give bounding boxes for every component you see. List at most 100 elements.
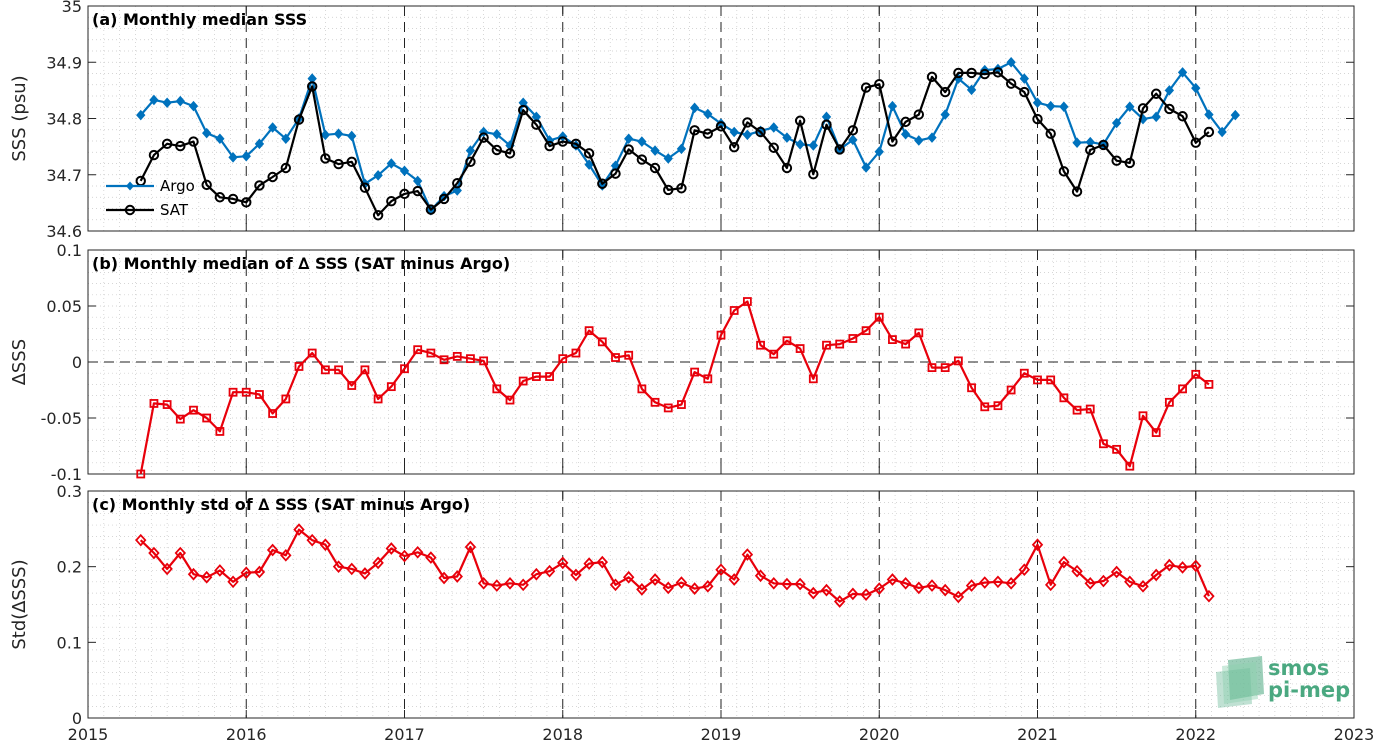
data-point-marker <box>980 402 990 412</box>
y-tick-label: 0.3 <box>57 482 82 501</box>
data-point-marker <box>1163 558 1176 572</box>
data-point-marker <box>477 576 490 590</box>
logo-mark <box>1228 656 1264 700</box>
data-point-marker <box>650 397 660 407</box>
data-point-marker <box>254 138 265 150</box>
data-point-marker <box>175 140 186 152</box>
series-delta <box>135 523 1215 608</box>
data-point-marker <box>596 555 609 569</box>
data-point-marker <box>281 133 291 145</box>
data-point-marker <box>227 193 239 205</box>
data-point-marker <box>967 383 976 393</box>
data-point-marker <box>953 67 964 79</box>
data-point-marker <box>241 150 251 162</box>
data-point-marker <box>1164 85 1175 96</box>
data-point-marker <box>781 162 793 174</box>
data-point-marker <box>1137 579 1149 593</box>
data-point-marker <box>702 128 714 139</box>
data-point-marker <box>149 94 159 106</box>
data-point-marker <box>1204 109 1214 120</box>
data-point-marker <box>847 125 859 136</box>
data-point-marker <box>860 588 872 602</box>
data-point-marker <box>517 578 529 592</box>
data-point-marker <box>253 565 266 579</box>
y-axis-label: SSS (psu) <box>9 75 30 161</box>
data-point-marker <box>1164 397 1174 407</box>
data-point-marker <box>887 100 898 112</box>
data-point-marker <box>451 570 463 583</box>
data-point-marker <box>663 403 673 413</box>
data-point-marker <box>741 548 754 561</box>
data-point-marker <box>306 81 318 92</box>
data-point-marker <box>822 340 831 350</box>
data-point-marker <box>465 156 476 168</box>
data-point-marker <box>267 122 278 133</box>
data-point-marker <box>649 573 661 586</box>
data-point-marker <box>663 184 674 196</box>
data-point-marker <box>623 144 634 155</box>
data-point-marker <box>439 355 449 365</box>
data-point-marker <box>754 569 767 583</box>
data-point-marker <box>979 576 991 589</box>
data-point-marker <box>861 326 871 336</box>
data-point-marker <box>583 557 595 570</box>
panel-a-sss-median: 34.6 34.7 34.8 34.9 35 SSS (psu) (a) Monthly m… <box>9 0 1355 241</box>
data-point-marker <box>543 564 556 578</box>
y-tick-label: 34.6 <box>46 222 82 241</box>
data-point-marker <box>1230 109 1240 121</box>
data-point-marker <box>795 344 805 353</box>
data-point-marker <box>1019 368 1029 378</box>
data-point-marker <box>135 533 147 547</box>
data-point-marker <box>1190 137 1201 148</box>
data-point-marker <box>161 562 173 576</box>
data-point-marker <box>927 363 937 373</box>
data-point-marker <box>861 162 871 173</box>
data-point-marker <box>347 130 357 142</box>
data-point-marker <box>781 577 793 591</box>
data-point-marker <box>189 405 198 415</box>
data-point-marker <box>505 395 515 405</box>
data-point-marker <box>952 590 965 604</box>
data-point-marker <box>214 192 226 203</box>
legend: Argo SAT <box>106 177 195 219</box>
data-point-marker <box>1006 56 1016 68</box>
data-point-marker <box>320 365 330 375</box>
data-point-marker <box>901 339 911 349</box>
data-point-marker <box>1150 568 1162 582</box>
data-point-marker <box>1019 86 1030 98</box>
data-point-marker <box>228 152 238 163</box>
data-point-marker <box>584 159 594 170</box>
data-point-marker <box>1098 139 1109 151</box>
data-point-marker <box>1084 576 1096 590</box>
data-point-marker <box>148 546 160 560</box>
data-point-marker <box>372 210 384 221</box>
data-point-marker <box>334 365 343 375</box>
data-point-marker <box>636 154 648 165</box>
legend-label: Argo <box>160 177 195 195</box>
data-point-marker <box>992 575 1004 589</box>
data-point-marker <box>413 175 423 187</box>
data-point-marker <box>1072 405 1082 415</box>
data-point-marker <box>794 577 806 591</box>
data-point-marker <box>769 122 779 133</box>
data-point-marker <box>808 140 818 151</box>
data-point-marker <box>174 546 187 560</box>
data-point-marker <box>1110 565 1123 579</box>
data-point-marker <box>900 128 911 140</box>
data-point-marker <box>570 568 582 582</box>
data-point-marker <box>215 427 225 436</box>
data-point-marker <box>1203 589 1215 603</box>
data-point-marker <box>1112 444 1122 454</box>
data-point-marker <box>280 162 292 174</box>
data-point-marker <box>531 372 541 381</box>
data-point-marker <box>386 158 396 169</box>
data-point-marker <box>597 337 607 347</box>
data-point-marker <box>425 204 437 215</box>
panel-b-delta-sss-median: -0.1 -0.05 0 0.05 0.1 ∆SSS (b) Monthly median … <box>9 241 1355 484</box>
data-point-marker <box>611 353 620 362</box>
data-point-marker <box>504 148 516 159</box>
data-point-marker <box>1058 166 1070 177</box>
data-point-marker <box>834 144 845 155</box>
y-tick-label: 0.2 <box>57 558 82 577</box>
data-point-marker <box>584 326 594 336</box>
